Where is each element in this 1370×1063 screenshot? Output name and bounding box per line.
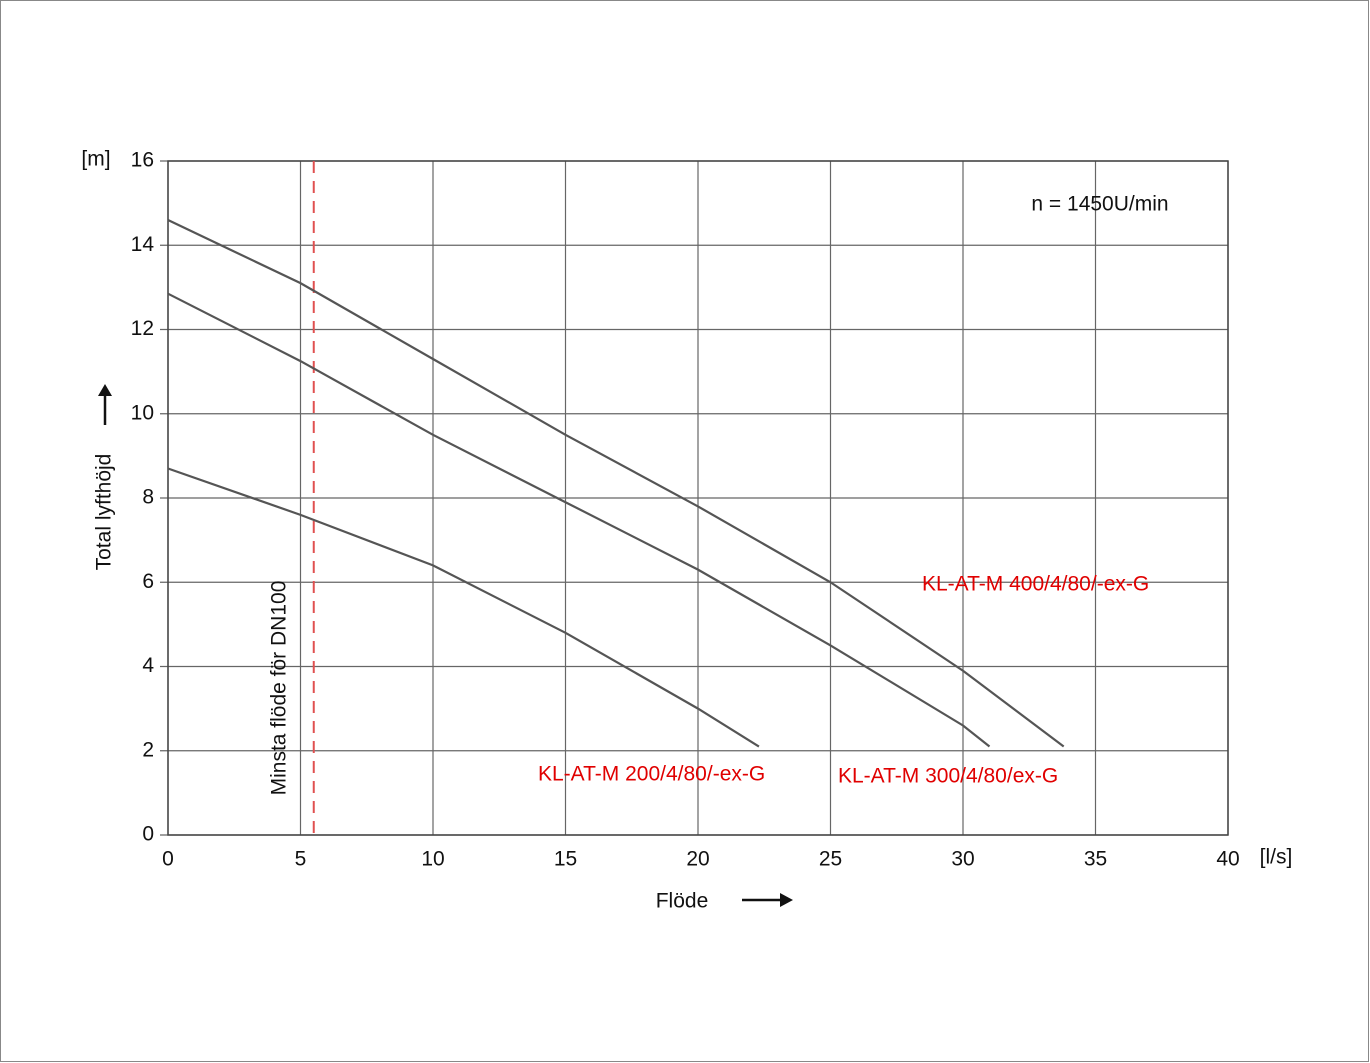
x-tick-label: 35 — [1084, 848, 1107, 871]
series-label: KL-AT-M 300/4/80/ex-G — [838, 765, 1058, 788]
series-label: KL-AT-M 200/4/80/-ex-G — [538, 763, 765, 786]
y-tick-label: 16 — [131, 149, 154, 172]
y-tick-label: 12 — [131, 317, 154, 340]
y-arrow — [98, 384, 112, 425]
y-tick-label: 10 — [131, 401, 154, 424]
series-line — [167, 292, 991, 748]
y-tick-label: 6 — [142, 570, 154, 593]
y-label: Total lyfthöjd — [93, 454, 116, 571]
x-tick-label: 30 — [951, 848, 974, 871]
y-tick-label: 4 — [142, 654, 154, 677]
series-line — [167, 218, 1065, 748]
annotation: Minsta flöde för DN100 — [268, 581, 291, 796]
plot-frame — [167, 160, 1229, 836]
x-tick-label: 10 — [421, 848, 444, 871]
x-tick-label: 25 — [819, 848, 842, 871]
series-label: KL-AT-M 400/4/80/-ex-G — [922, 573, 1149, 596]
y-unit: [m] — [81, 148, 110, 171]
x-label: Flöde — [656, 890, 709, 913]
y-tick-label: 2 — [142, 738, 154, 761]
x-tick-label: 5 — [295, 848, 307, 871]
series-line — [167, 467, 760, 748]
x-arrow — [742, 893, 793, 907]
x-tick-label: 0 — [162, 848, 174, 871]
x-tick-label: 20 — [686, 848, 709, 871]
x-tick-label: 15 — [554, 848, 577, 871]
annotation: n = 1450U/min — [1031, 193, 1168, 216]
y-tick-label: 8 — [142, 486, 154, 509]
plot: 0 5 10 15 20 25 30 35 40 0 2 4 6 8 10 12 14 16 n = 1450U/m… — [131, 149, 1240, 871]
y-tick-label: 14 — [131, 233, 155, 256]
x-unit: [l/s] — [1260, 846, 1293, 869]
y-tick-label: 0 — [142, 823, 154, 846]
x-tick-label: 40 — [1216, 848, 1239, 871]
